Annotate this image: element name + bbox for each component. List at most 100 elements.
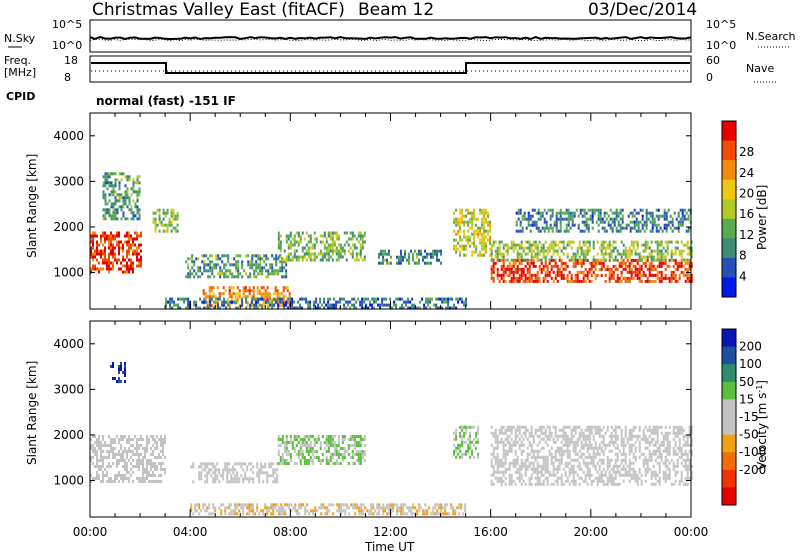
power-ylabel: Slant Range [km]	[25, 154, 39, 258]
power-region-7	[165, 297, 468, 310]
time-tick-label: 20:00	[574, 525, 609, 539]
colorbar-segment	[722, 160, 736, 181]
power-region-3	[185, 254, 288, 279]
colorbar-segment	[722, 487, 736, 506]
time-tick-label: 04:00	[173, 525, 208, 539]
noise-panel: N.Sky 10^5 10^0 10^5 10^0 N.Search	[4, 18, 796, 53]
time-tick-label: 08:00	[273, 525, 308, 539]
colorbar-tick-label: -15	[739, 410, 759, 424]
colorbar-segment	[722, 399, 736, 418]
colorbar-tick-label: 50	[739, 375, 754, 389]
colorbar-tick-label: 16	[739, 207, 754, 221]
ytick-label: 3000	[53, 382, 84, 396]
colorbar-tick-label: 20	[739, 186, 754, 200]
colorbar-tick-label: 28	[739, 145, 754, 159]
colorbar-tick-label: 24	[739, 166, 754, 180]
velocity-colorbar: 200 100 50 15 -15 -50 -100 -200	[721, 328, 766, 506]
power-region-1	[102, 172, 141, 221]
velocity-panel: Slant Range [km] 1000 2000 3000 4000 200 100…	[25, 320, 769, 518]
colorbar-segment	[722, 469, 736, 488]
ytick-label: 4000	[53, 337, 84, 351]
ytick-label: 2000	[53, 428, 84, 442]
time-tick-label: 00:00	[674, 525, 709, 539]
power-region-0	[90, 231, 142, 274]
freq-label: Freq.	[4, 54, 31, 67]
noise-right-tick-bottom: 10^0	[706, 39, 736, 52]
ytick-label: 4000	[53, 129, 84, 143]
noise-sky-line	[89, 35, 692, 41]
colorbar-segment	[722, 346, 736, 365]
power-panel: Slant Range [km] 1000 2000 3000 4000 4 8 12 16…	[25, 112, 769, 310]
colorbar-segment	[722, 381, 736, 400]
colorbar-segment	[722, 121, 736, 142]
power-region-6	[378, 249, 442, 265]
velocity-region-0	[90, 435, 166, 483]
velocity-data	[90, 362, 693, 516]
colorbar-segment	[722, 434, 736, 453]
ytick-label: 1000	[53, 266, 84, 280]
power-region-10	[490, 240, 693, 262]
power-region-11	[515, 208, 692, 233]
nave-tick-top: 60	[706, 54, 720, 67]
time-axis: 00:00 04:00 08:00 12:00 16:00 20:00 00:00	[73, 525, 709, 539]
colorbar-frame	[721, 328, 737, 506]
plot-title: Christmas Valley East (fitACF)	[92, 0, 345, 20]
colorbar-segment	[722, 140, 736, 161]
colorbar-segment	[722, 179, 736, 200]
nave-label: Nave	[746, 62, 774, 75]
time-tick-label: 12:00	[373, 525, 408, 539]
power-colorbar: 4 8 12 16 20 24 28	[721, 120, 754, 298]
colorbar-segment	[722, 417, 736, 436]
cpid-value: normal (fast) -151 IF	[96, 94, 236, 108]
noise-right-label: N.Search	[746, 30, 796, 43]
freq-tick-bottom: 8	[64, 71, 71, 84]
freq-tick-top: 18	[64, 54, 78, 67]
colorbar-tick-label: 12	[739, 228, 754, 242]
velocity-region-3	[277, 435, 366, 465]
colorbar-segment	[722, 364, 736, 383]
frequency-panel: Freq. [MHz] 18 8 60 0 Nave	[4, 54, 778, 84]
colorbar-tick-label: 200	[739, 340, 762, 354]
noise-left-tick-top: 10^5	[52, 18, 82, 31]
velocity-ylabel: Slant Range [km]	[25, 361, 39, 465]
noise-left-label: N.Sky	[4, 32, 36, 45]
colorbar-frame	[721, 120, 737, 298]
colorbar-tick-label: -100	[739, 445, 766, 459]
colorbar-tick-label: 8	[739, 249, 747, 263]
ytick-label: 2000	[53, 220, 84, 234]
power-data	[90, 172, 693, 310]
colorbar-tick-label: 15	[739, 392, 754, 406]
beam-label: Beam 12	[358, 0, 434, 20]
ytick-label: 1000	[53, 474, 84, 488]
time-tick-label: 00:00	[73, 525, 108, 539]
power-colorbar-label: Power [dB]	[755, 185, 769, 250]
colorbar-segment	[722, 257, 736, 278]
velocity-region-2	[190, 462, 279, 484]
noise-search-line	[89, 38, 692, 42]
colorbar-tick-label: 4	[739, 269, 747, 283]
ytick-label: 3000	[53, 174, 84, 188]
colorbar-segment	[722, 218, 736, 239]
freq-unit-label: [MHz]	[4, 66, 36, 79]
noise-right-tick-top: 10^5	[706, 18, 736, 31]
colorbar-tick-label: -200	[739, 463, 766, 477]
velocity-region-5	[453, 425, 480, 459]
colorbar-segment	[722, 277, 736, 298]
power-region-5	[277, 231, 366, 262]
nave-tick-bottom: 0	[706, 71, 713, 84]
velocity-region-6	[490, 425, 693, 486]
power-region-8	[453, 208, 492, 257]
colorbar-tick-label: -50	[739, 428, 759, 442]
cpid-label: CPID	[6, 90, 35, 103]
colorbar-segment	[722, 452, 736, 471]
frequency-line	[91, 62, 690, 74]
date-label: 03/Dec/2014	[588, 0, 697, 20]
colorbar-segment	[722, 238, 736, 259]
colorbar-tick-label: 100	[739, 357, 762, 371]
colorbar-segment	[722, 199, 736, 220]
velocity-region-4	[190, 503, 467, 516]
power-region-9	[490, 258, 693, 283]
velocity-region-1	[110, 362, 126, 383]
power-region-2	[152, 208, 179, 233]
